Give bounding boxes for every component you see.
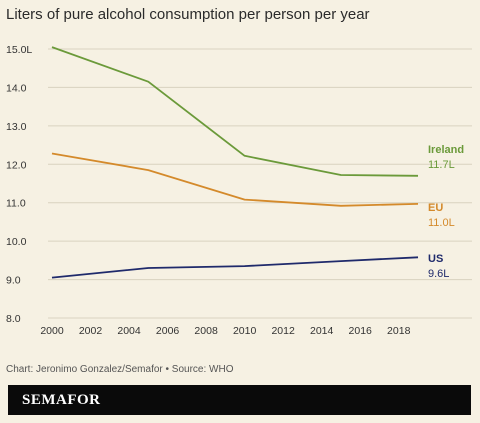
x-tick-label: 2010 xyxy=(233,325,257,337)
x-tick-label: 2014 xyxy=(310,325,334,337)
y-tick-label: 10.0 xyxy=(6,236,27,248)
series-labels: Ireland 11.7L EU 11.0L US 9.6L xyxy=(428,144,464,280)
y-tick-label: 8.0 xyxy=(6,313,21,325)
series-value-eu: 11.0L xyxy=(428,217,455,229)
y-tick-label: 12.0 xyxy=(6,159,27,171)
grid-lines xyxy=(48,48,472,319)
y-tick-label: 14.0 xyxy=(6,82,27,94)
x-tick-label: 2000 xyxy=(40,325,64,337)
y-tick-label: 15.0L xyxy=(6,44,32,56)
chart-title: Liters of pure alcohol consumption per p… xyxy=(6,6,370,23)
series-line-ireland xyxy=(51,46,419,177)
x-axis-tick-labels: 2000 2002 2004 2006 2008 2010 2012 2014 2016 2018 xyxy=(40,325,410,337)
chart-credit: Chart: Jeronimo Gonzalez/Semafor • Sourc… xyxy=(6,364,234,375)
series-value-us: 9.6L xyxy=(428,268,449,280)
series-value-ireland: 11.7L xyxy=(428,159,455,171)
x-tick-label: 2018 xyxy=(387,325,411,337)
semafor-logo: SEMAFOR xyxy=(22,392,101,408)
y-tick-label: 13.0 xyxy=(6,121,27,133)
series-name-ireland: Ireland xyxy=(428,144,464,156)
series-lines xyxy=(51,46,419,279)
x-tick-label: 2002 xyxy=(79,325,103,337)
series-name-eu: EU xyxy=(428,202,443,214)
y-tick-label: 11.0 xyxy=(6,198,26,210)
series-line-eu xyxy=(51,152,419,207)
x-tick-label: 2012 xyxy=(271,325,295,337)
x-tick-label: 2016 xyxy=(349,325,373,337)
y-tick-label: 9.0 xyxy=(6,275,21,287)
series-line-us xyxy=(51,256,419,279)
x-tick-label: 2004 xyxy=(117,325,141,337)
series-name-us: US xyxy=(428,253,443,265)
y-axis-tick-labels: 15.0L 14.0 13.0 12.0 11.0 10.0 9.0 8.0 xyxy=(6,44,32,325)
brand-bar: SEMAFOR xyxy=(8,385,471,415)
x-tick-label: 2006 xyxy=(156,325,180,337)
x-tick-label: 2008 xyxy=(194,325,218,337)
